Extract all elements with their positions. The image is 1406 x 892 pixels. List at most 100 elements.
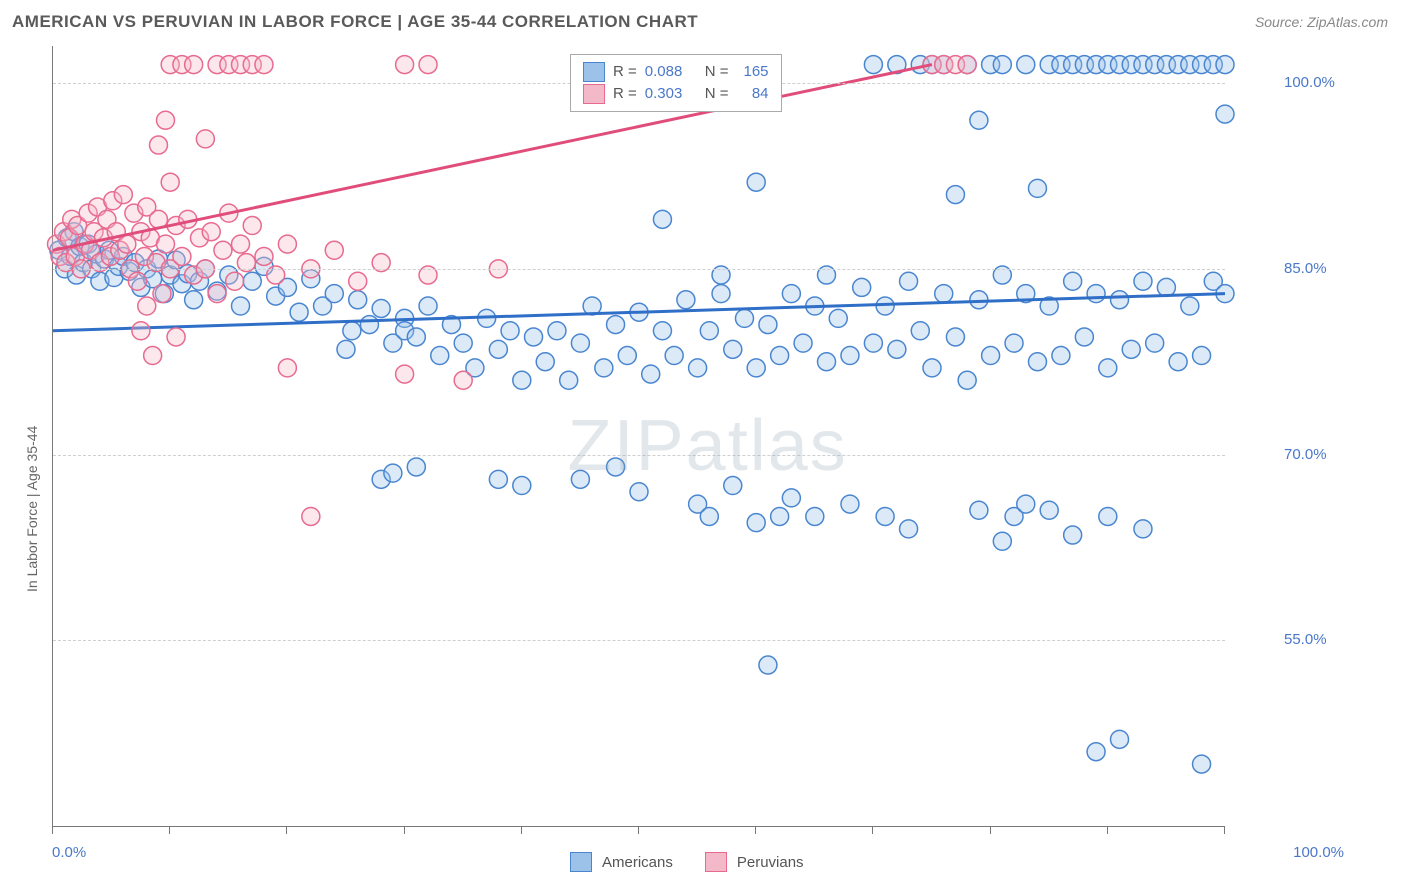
american-point [325, 285, 343, 303]
peruvian-point [958, 56, 976, 74]
american-point [607, 458, 625, 476]
american-point [665, 347, 683, 365]
american-point [900, 272, 918, 290]
peruvian-point [157, 235, 175, 253]
chart-title: AMERICAN VS PERUVIAN IN LABOR FORCE | AG… [12, 12, 698, 32]
american-point [595, 359, 613, 377]
x-tick [638, 826, 639, 834]
american-point [1099, 507, 1117, 525]
peruvian-point [138, 297, 156, 315]
american-point [771, 507, 789, 525]
american-point [747, 359, 765, 377]
peruvian-point [325, 241, 343, 259]
plot-svg [53, 46, 1225, 826]
american-point [1193, 755, 1211, 773]
plot-area [52, 46, 1225, 827]
american-point [513, 477, 531, 495]
peruvian-point [255, 56, 273, 74]
american-point [185, 291, 203, 309]
american-point [923, 359, 941, 377]
american-point [489, 470, 507, 488]
american-point [946, 328, 964, 346]
american-point [1017, 495, 1035, 513]
peruvian-point [302, 507, 320, 525]
american-point [841, 347, 859, 365]
american-point [1064, 526, 1082, 544]
legend-r-label: R = [613, 61, 637, 83]
american-point [407, 328, 425, 346]
american-point [677, 291, 695, 309]
american-point [1064, 272, 1082, 290]
american-point [1087, 285, 1105, 303]
x-tick [1107, 826, 1108, 834]
american-point [911, 322, 929, 340]
american-point [653, 322, 671, 340]
american-point [1181, 297, 1199, 315]
american-point [829, 309, 847, 327]
american-point [818, 353, 836, 371]
x-tick [755, 826, 756, 834]
american-point [771, 347, 789, 365]
american-point [571, 334, 589, 352]
american-point [489, 340, 507, 358]
peruvian-point [173, 247, 191, 265]
legend-series-label: Peruvians [737, 854, 804, 871]
peruvian-point [185, 56, 203, 74]
legend-correlation-box: R =0.088N =165R =0.303N =84 [570, 54, 782, 112]
peruvian-point [454, 371, 472, 389]
peruvian-point [243, 217, 261, 235]
peruvian-point [278, 359, 296, 377]
american-point [794, 334, 812, 352]
legend-n-label: N = [705, 61, 729, 83]
american-point [864, 56, 882, 74]
y-tick-label: 70.0% [1284, 446, 1327, 463]
american-point [993, 532, 1011, 550]
legend-n-value: 84 [737, 83, 769, 105]
chart-header: AMERICAN VS PERUVIAN IN LABOR FORCE | AG… [0, 0, 1406, 44]
american-point [1111, 730, 1129, 748]
american-point [343, 322, 361, 340]
x-tick [990, 826, 991, 834]
legend-r-value: 0.088 [645, 61, 697, 83]
peruvian-point [128, 272, 146, 290]
x-tick [872, 826, 873, 834]
grid-line [53, 455, 1225, 456]
peruvian-point [214, 241, 232, 259]
american-point [384, 464, 402, 482]
legend-series: Americans Peruvians [570, 852, 826, 872]
american-point [700, 322, 718, 340]
american-point [1122, 340, 1140, 358]
american-point [900, 520, 918, 538]
american-point [653, 210, 671, 228]
american-point [1087, 743, 1105, 761]
american-point [548, 322, 566, 340]
american-point [759, 656, 777, 674]
peruvian-point [255, 247, 273, 265]
peruvian-point [396, 365, 414, 383]
peruvian-point [202, 223, 220, 241]
x-tick [1224, 826, 1225, 834]
american-point [747, 514, 765, 532]
american-point [454, 334, 472, 352]
x-tick [286, 826, 287, 834]
american-point [560, 371, 578, 389]
legend-series-label: Americans [602, 854, 673, 871]
grid-line [53, 640, 1225, 641]
peruvian-point [144, 347, 162, 365]
y-axis-title: In Labor Force | Age 35-44 [24, 426, 40, 592]
peruvian-point [232, 235, 250, 253]
american-point [419, 297, 437, 315]
american-point [360, 316, 378, 334]
peruvian-point [118, 235, 136, 253]
american-point [864, 334, 882, 352]
chart-source: Source: ZipAtlas.com [1255, 14, 1388, 30]
legend-n-label: N = [705, 83, 729, 105]
peruvian-point [114, 186, 132, 204]
american-point [1169, 353, 1187, 371]
grid-line [53, 269, 1225, 270]
american-point [1099, 359, 1117, 377]
legend-swatch [583, 62, 605, 82]
x-tick-label: 0.0% [52, 844, 86, 861]
american-point [571, 470, 589, 488]
legend-row: R =0.088N =165 [583, 61, 769, 83]
